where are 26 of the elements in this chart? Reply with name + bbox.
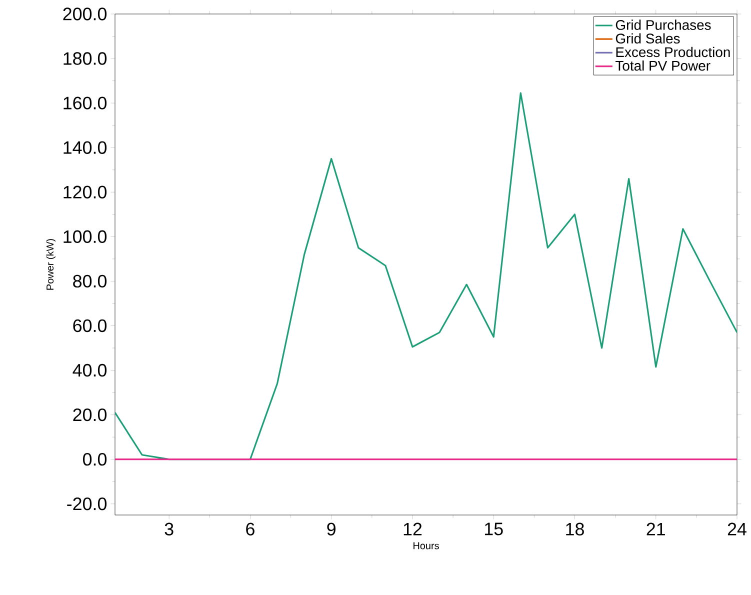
y-tick-label: 40.0 bbox=[72, 364, 107, 377]
y-tick-label: 160.0 bbox=[64, 96, 107, 110]
legend-label: Grid Purchases bbox=[616, 20, 711, 30]
y-tick-label: 0.0 bbox=[83, 452, 107, 466]
y-tick-label: 80.0 bbox=[73, 274, 107, 288]
y-tick-label: -20.0 bbox=[67, 498, 107, 510]
legend-label: Grid Sales bbox=[616, 33, 680, 44]
y-tick-label: 120.0 bbox=[64, 186, 107, 198]
y-tick-label: 140.0 bbox=[64, 141, 107, 154]
x-tick-label: 9 bbox=[327, 522, 336, 536]
y-tick-label: 180.0 bbox=[64, 52, 107, 65]
x-tick-label: 24 bbox=[728, 522, 746, 536]
legend-label: Total PV Power bbox=[616, 60, 710, 71]
legend-label: Excess Production bbox=[616, 46, 730, 58]
y-tick-label: 60.0 bbox=[73, 319, 107, 332]
x-tick-label: 18 bbox=[566, 522, 584, 536]
y-tick-label: 100.0 bbox=[64, 230, 107, 244]
x-tick-label: 15 bbox=[485, 522, 503, 536]
y-axis-title: Power (kW) bbox=[46, 239, 56, 290]
x-tick-label: 3 bbox=[164, 522, 174, 536]
x-axis-title: Hours bbox=[414, 542, 439, 550]
y-tick-label: 20.0 bbox=[73, 408, 107, 422]
x-tick-label: 6 bbox=[246, 522, 254, 536]
x-tick-label: 12 bbox=[404, 522, 422, 536]
x-tick-label: 21 bbox=[646, 522, 665, 536]
y-tick-label: 200.0 bbox=[63, 8, 107, 20]
